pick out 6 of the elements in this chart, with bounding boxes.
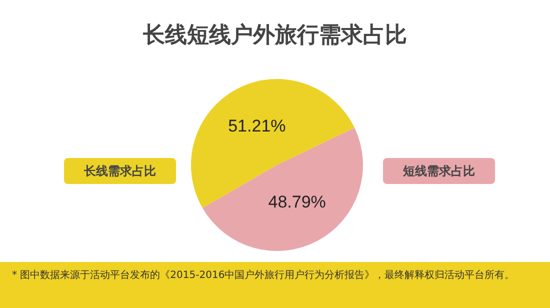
- slice-label: 长线需求占比: [64, 158, 176, 184]
- slice-label: 短线需求占比: [383, 158, 495, 184]
- data-label: 48.79%: [268, 192, 326, 212]
- data-label: 51.21%: [228, 116, 286, 136]
- text: * 图中数据来源于活动平台发布的《2015-2016中国户外旅行用户行为分析报告》，最终解释权归活动平台所有。: [12, 268, 516, 283]
- chart-title: 长线短线户外旅行需求占比: [142, 22, 408, 50]
